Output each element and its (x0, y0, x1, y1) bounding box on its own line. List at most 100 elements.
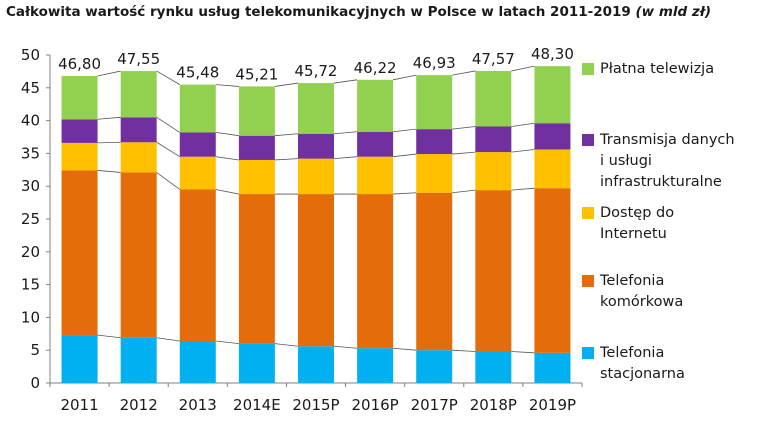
bar-segment-1 (534, 188, 571, 353)
bar-segment-2 (61, 142, 98, 171)
total-label: 46,80 (58, 55, 101, 73)
bar-segment-0 (357, 348, 394, 383)
connector-line (97, 70, 121, 77)
connector-line (97, 141, 121, 144)
total-label: 47,57 (472, 50, 515, 68)
total-label: 45,72 (295, 62, 338, 80)
y-tick-label: 45 (21, 79, 40, 97)
connector-line (393, 74, 417, 81)
connector-line (452, 189, 476, 194)
connector-line (511, 149, 535, 153)
connector-line (97, 170, 121, 173)
bar-segment-0 (61, 335, 98, 383)
connector-line (452, 70, 476, 76)
bar-segment-0 (238, 343, 275, 383)
connector-line (333, 79, 358, 84)
chart-title-text: Całkowita wartość rynku usług telekomuni… (6, 4, 631, 20)
legend-swatch (582, 207, 594, 219)
bar-segment-2 (475, 152, 512, 191)
connector-line (393, 153, 417, 158)
connector-line (452, 349, 476, 352)
connector-line (274, 343, 299, 347)
bar-segment-4 (475, 70, 512, 127)
legend-swatch (582, 275, 594, 287)
x-tick-label: 2014E (233, 396, 281, 414)
bar-segment-3 (120, 117, 157, 143)
connector-line (274, 133, 299, 137)
connector-line (333, 156, 358, 160)
connector-line (156, 116, 180, 133)
connector-line (274, 158, 299, 161)
legend-item-telefonia-komorkowa: Telefonia komórkowa (582, 271, 760, 313)
legend-item-transmisja-danych: Transmisja danych i usługi infrastruktur… (582, 130, 760, 193)
connector-line (215, 189, 239, 195)
bar-segment-0 (298, 346, 334, 383)
legend-item-dostep-do-internetu: Dostęp do Internetu (582, 203, 760, 245)
legend-label: Transmisja danych i usługi infrastruktur… (600, 132, 735, 190)
bar-segment-4 (120, 71, 157, 118)
bar-segment-1 (238, 194, 275, 344)
connector-line (215, 156, 239, 161)
bars (61, 66, 571, 383)
bar-segment-4 (61, 75, 98, 120)
bar-segment-4 (416, 75, 453, 130)
connector-line (393, 192, 417, 195)
x-tick-label: 2018P (470, 396, 517, 414)
connector-line (156, 141, 180, 158)
total-label: 45,48 (176, 64, 219, 82)
connector-line (156, 172, 181, 190)
bar-segment-4 (179, 84, 216, 133)
connector-line (333, 131, 358, 135)
legend-swatch (582, 347, 594, 359)
total-label: 46,93 (413, 54, 456, 72)
y-tick-label: 35 (21, 144, 40, 162)
bar-segment-2 (179, 156, 216, 190)
legend-swatch (582, 63, 594, 75)
connector-line (333, 345, 358, 349)
bar-segment-3 (357, 131, 394, 157)
bar-segment-2 (534, 149, 571, 189)
x-tick-label: 2017P (411, 396, 458, 414)
bar-segment-0 (416, 350, 453, 383)
labels: 0 5 10 15 20 25 30 35 40 45 50 2011 46,80 2012 47,55 20… (21, 45, 576, 414)
legend-item-platna-telewizja: Płatna telewizja (582, 59, 760, 80)
bar-segment-3 (475, 126, 512, 153)
bar-segment-3 (61, 119, 98, 143)
legend: Płatna telewizja Transmisja danych i usł… (582, 0, 757, 423)
y-tick-label: 25 (21, 210, 40, 228)
connector-line (215, 84, 239, 87)
connector-line (215, 132, 239, 137)
connector-line (452, 126, 476, 130)
y-tick-label: 20 (21, 243, 40, 261)
bar-segment-3 (534, 123, 571, 150)
connector-line (511, 122, 535, 127)
total-label: 48,30 (531, 45, 574, 63)
bar-segment-0 (534, 352, 571, 383)
y-tick-label: 50 (21, 46, 40, 64)
x-tick-label: 2016P (351, 396, 398, 414)
connector-line (156, 337, 180, 342)
bar-segment-1 (120, 172, 157, 338)
bar-segment-1 (298, 194, 334, 347)
y-tick-label: 5 (30, 341, 40, 359)
bar-segment-0 (475, 351, 512, 383)
legend-item-telefonia-stacjonarna: Telefonia stacjonarna (582, 343, 760, 385)
legend-label: Telefonia komórkowa (600, 273, 684, 310)
y-tick-label: 40 (21, 112, 40, 130)
bar-segment-0 (179, 341, 216, 383)
connector-line (97, 116, 121, 120)
x-tick-label: 2012 (120, 396, 158, 414)
connector-line (97, 334, 121, 339)
legend-label: Telefonia stacjonarna (600, 345, 685, 382)
bar-segment-2 (120, 142, 157, 173)
connector-line (393, 347, 417, 351)
legend-label: Płatna telewizja (600, 61, 715, 77)
total-label: 45,21 (235, 65, 278, 83)
y-tick-label: 10 (21, 308, 40, 326)
bar-segment-4 (534, 66, 571, 124)
bar-segment-3 (416, 129, 453, 155)
chart-title: Całkowita wartość rynku usług telekomuni… (6, 4, 756, 20)
total-label: 46,22 (354, 59, 397, 77)
connector-line (511, 187, 535, 191)
bar-segment-2 (416, 154, 453, 193)
